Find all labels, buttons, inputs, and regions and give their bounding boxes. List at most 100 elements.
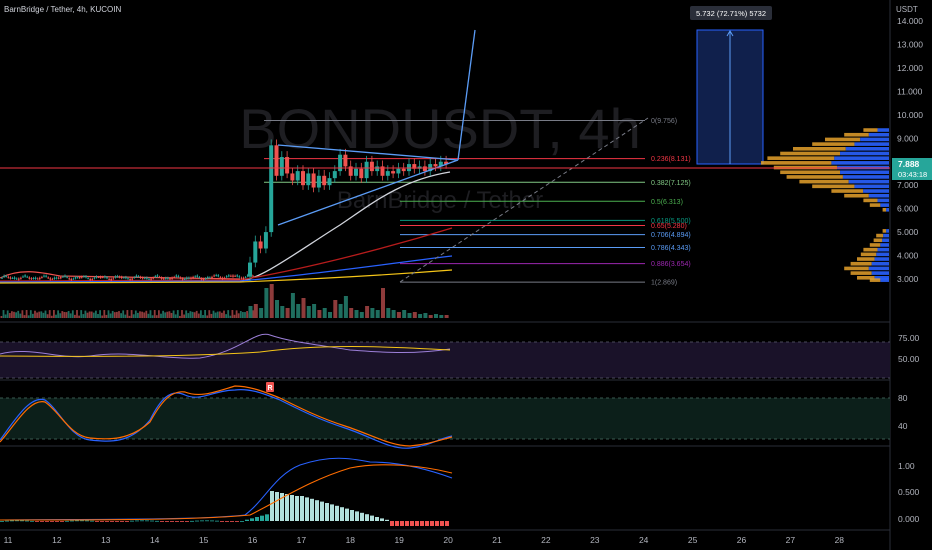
drawings[interactable] <box>277 29 649 283</box>
profile-bar-buy <box>868 193 889 198</box>
candle-body <box>332 171 337 179</box>
volume-bar <box>4 314 7 318</box>
volume-bar <box>99 310 101 318</box>
price-axis[interactable]: 14.00013.00012.00011.00010.0009.0008.000… <box>897 16 923 284</box>
profile-bar-buy <box>842 175 889 179</box>
candle-body <box>57 277 60 279</box>
volume-bar <box>418 314 423 318</box>
watermark-symbol: BONDUSDT, 4h <box>239 97 640 160</box>
profile-bar-buy <box>877 128 889 132</box>
profile-bar-sell <box>786 175 843 179</box>
profile-bar-buy <box>863 189 889 193</box>
time-tick-label: 24 <box>639 535 649 545</box>
macd-histogram-bar <box>235 521 239 522</box>
candle-body <box>316 175 321 188</box>
volume-bar <box>280 306 285 318</box>
candle-body <box>118 276 121 278</box>
candle-body <box>234 275 236 277</box>
time-tick-label: 16 <box>248 535 258 545</box>
candle-body <box>385 171 390 176</box>
profile-bar-buy <box>880 203 889 207</box>
symbol-title[interactable]: BarnBridge / Tether, 4h, KUCOIN <box>4 5 122 14</box>
candle-body <box>391 171 396 174</box>
macd-histogram-bar <box>145 520 149 522</box>
time-tick-label: 28 <box>835 535 845 545</box>
candle-body <box>123 277 125 279</box>
volume-bar <box>214 312 217 318</box>
volume-bar <box>208 310 211 318</box>
candle-body <box>285 157 290 174</box>
macd-label-0: 0.000 <box>898 514 920 524</box>
macd-histogram-bar <box>110 521 114 522</box>
macd-histogram-bar <box>230 521 234 522</box>
volume-bar <box>17 310 20 318</box>
candle-body <box>230 275 232 277</box>
volume-bar <box>296 304 301 318</box>
candle-body <box>232 275 234 277</box>
volume-bar <box>212 310 215 318</box>
candle-body <box>248 262 252 277</box>
fib-trend-line[interactable] <box>399 117 649 283</box>
ma-white <box>0 171 451 283</box>
macd-histogram-bar <box>180 521 184 522</box>
candle-body <box>81 276 83 278</box>
volume-bar <box>84 310 87 318</box>
volume-bar <box>82 314 85 318</box>
time-axis[interactable]: 11 12 13 14 15 16 17 18 19 20 21 22 23 24 25 26 27 28 <box>4 535 845 545</box>
candle-body <box>32 278 35 280</box>
rsi-label-75: 75.00 <box>898 333 920 343</box>
candle-body <box>396 168 401 174</box>
volume-bar <box>248 306 253 318</box>
volume-bar <box>168 311 171 318</box>
measure-tooltip-bg <box>690 6 772 20</box>
candle-body <box>83 276 85 278</box>
macd-histogram-bar <box>215 520 219 522</box>
volume-bar <box>407 313 412 318</box>
candle-body <box>139 276 142 279</box>
time-tick-label: 11 <box>4 535 13 545</box>
volume-bar <box>189 311 192 318</box>
candle-body <box>22 276 24 278</box>
volume-bar <box>206 315 209 318</box>
time-tick-label: 15 <box>199 535 209 545</box>
volume-bar <box>50 315 53 318</box>
volume-bar <box>118 311 120 318</box>
candle-body <box>196 275 199 277</box>
candle-body <box>131 278 133 280</box>
macd-histogram-bar <box>285 494 289 521</box>
macd-histogram-bar <box>295 496 299 521</box>
candle-body <box>150 278 152 280</box>
candle-body <box>152 277 154 279</box>
macd-histogram-bar <box>120 521 124 522</box>
candle-body <box>45 275 47 277</box>
volume-bar <box>15 312 17 318</box>
candle-body <box>78 277 81 279</box>
profile-bar-sell <box>793 147 846 151</box>
profile-bar-buy <box>880 278 889 282</box>
macd-histogram-bar <box>175 521 179 522</box>
volume-bar <box>153 310 156 318</box>
triangle-lower[interactable] <box>277 159 459 226</box>
candle-body <box>24 275 26 277</box>
volume-bar <box>290 293 295 318</box>
macd-histogram-bar <box>185 521 189 522</box>
volume-bar <box>19 313 22 318</box>
volume-bar <box>301 298 306 318</box>
volume-bar <box>242 312 244 318</box>
volume-bar <box>134 310 137 318</box>
macd-histogram-bar <box>150 520 154 522</box>
volume-bar <box>74 314 76 318</box>
profile-bar-sell <box>863 198 878 203</box>
breakout-line[interactable] <box>457 29 476 161</box>
triangle-upper[interactable] <box>277 144 459 161</box>
current-price-badge <box>892 158 932 180</box>
time-tick-label: 25 <box>688 535 698 545</box>
macd-histogram-bar <box>100 521 104 522</box>
rsi-band <box>0 342 890 378</box>
profile-bar-buy <box>877 198 889 203</box>
time-tick-label: 18 <box>346 535 356 545</box>
macd-histogram-bar <box>310 498 314 521</box>
candle-body <box>60 277 62 279</box>
candle-body <box>301 171 305 186</box>
